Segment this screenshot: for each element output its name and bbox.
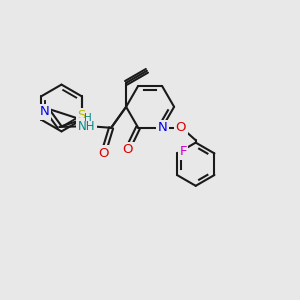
Text: O: O: [123, 143, 133, 156]
Text: S: S: [78, 109, 86, 122]
Text: NH: NH: [78, 120, 95, 133]
Text: O: O: [99, 146, 109, 160]
Text: O: O: [176, 121, 186, 134]
Text: H: H: [84, 113, 92, 123]
Text: F: F: [179, 146, 187, 158]
Text: N: N: [39, 105, 49, 119]
Text: N: N: [158, 121, 168, 134]
